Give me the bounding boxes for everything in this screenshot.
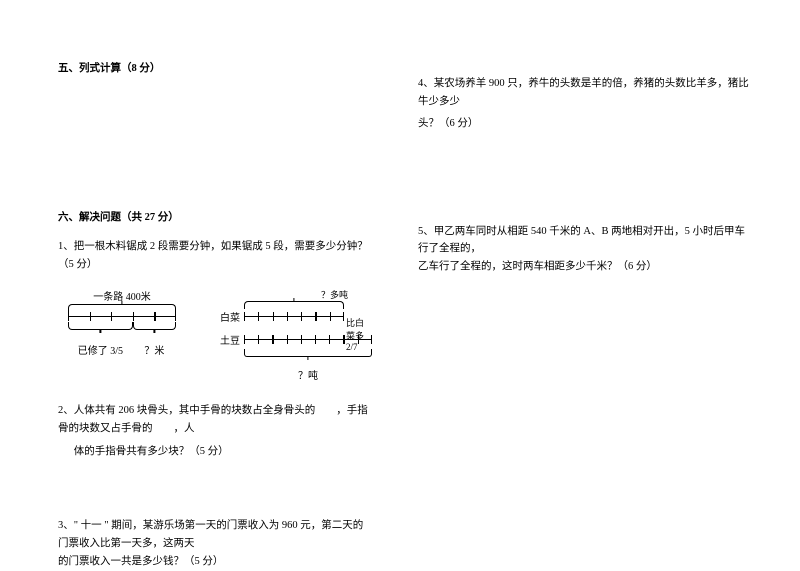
question-4-line2: 头？（6 分） <box>418 115 752 133</box>
road-right-label: ？米 <box>133 342 176 357</box>
road-line <box>68 312 176 322</box>
question-1-row: 1、把一根木料锯成 2 段需要分钟，如果锯成 5 段，需要多少分钟？（5 分） <box>58 238 372 274</box>
question-5: 5、甲乙两车同时从相距 540 千米的 A、B 两地相对开出，5 小时后甲车行了… <box>418 223 752 277</box>
question-2-line2: 体的手指骨共有多少块？（5 分） <box>58 443 372 461</box>
question-3-line2: 的门票收入一共是多少钱？（5 分） <box>58 553 372 571</box>
question-3-line1: 3、" 十一 " 期间，某游乐场第一天的门票收入为 960 元，第二天的门票收入… <box>58 517 372 553</box>
question-4: 4、某农场养羊 900 只，养牛的头数是羊的倍，养猪的头数比羊多，猪比牛少多少 … <box>418 75 752 133</box>
section-6-title: 六、解决问题（共 27 分） <box>58 209 372 224</box>
question-1-text: 1、把一根木料锯成 2 段需要分钟，如果锯成 5 段，需要多少分钟？（5 分） <box>58 241 368 270</box>
bars-diagram: ？多吨 白菜 <box>216 288 372 382</box>
question-2-line1: 2、人体共有 206 块骨头，其中手骨的块数占全身骨头的 ，手指骨的块数又占手骨… <box>58 402 372 438</box>
question-3: 3、" 十一 " 期间，某游乐场第一天的门票收入为 960 元，第二天的门票收入… <box>58 517 372 571</box>
section-5-title: 五、列式计算（8 分） <box>58 60 372 75</box>
road-diagram: 一条路 400米 已修了 3/5 ？米 <box>68 288 176 382</box>
question-4-line1: 4、某农场养羊 900 只，养牛的头数是羊的倍，养猪的头数比羊多，猪比牛少多少 <box>418 75 752 111</box>
question-5-line1: 5、甲乙两车同时从相距 540 千米的 A、B 两地相对开出，5 小时后甲车行了… <box>418 223 752 259</box>
question-2: 2、人体共有 206 块骨头，其中手骨的块数占全身骨头的 ，手指骨的块数又占手骨… <box>58 402 372 462</box>
question-5-line2: 乙车行了全程的，这时两车相距多少千米？（6 分） <box>418 258 752 276</box>
bar2-label: 土豆 <box>216 332 244 347</box>
bar1-label: 白菜 <box>216 309 244 324</box>
bars-bottom-label: ？吨 <box>244 367 372 382</box>
q1-diagrams: 一条路 400米 已修了 3/5 ？米 <box>68 288 372 382</box>
road-left-brace-label: 已修了 3/5 <box>68 342 133 357</box>
bars-right-label: 比白菜多 2/7 <box>346 316 372 352</box>
bars-top-tiny: ？多吨 <box>244 288 352 301</box>
